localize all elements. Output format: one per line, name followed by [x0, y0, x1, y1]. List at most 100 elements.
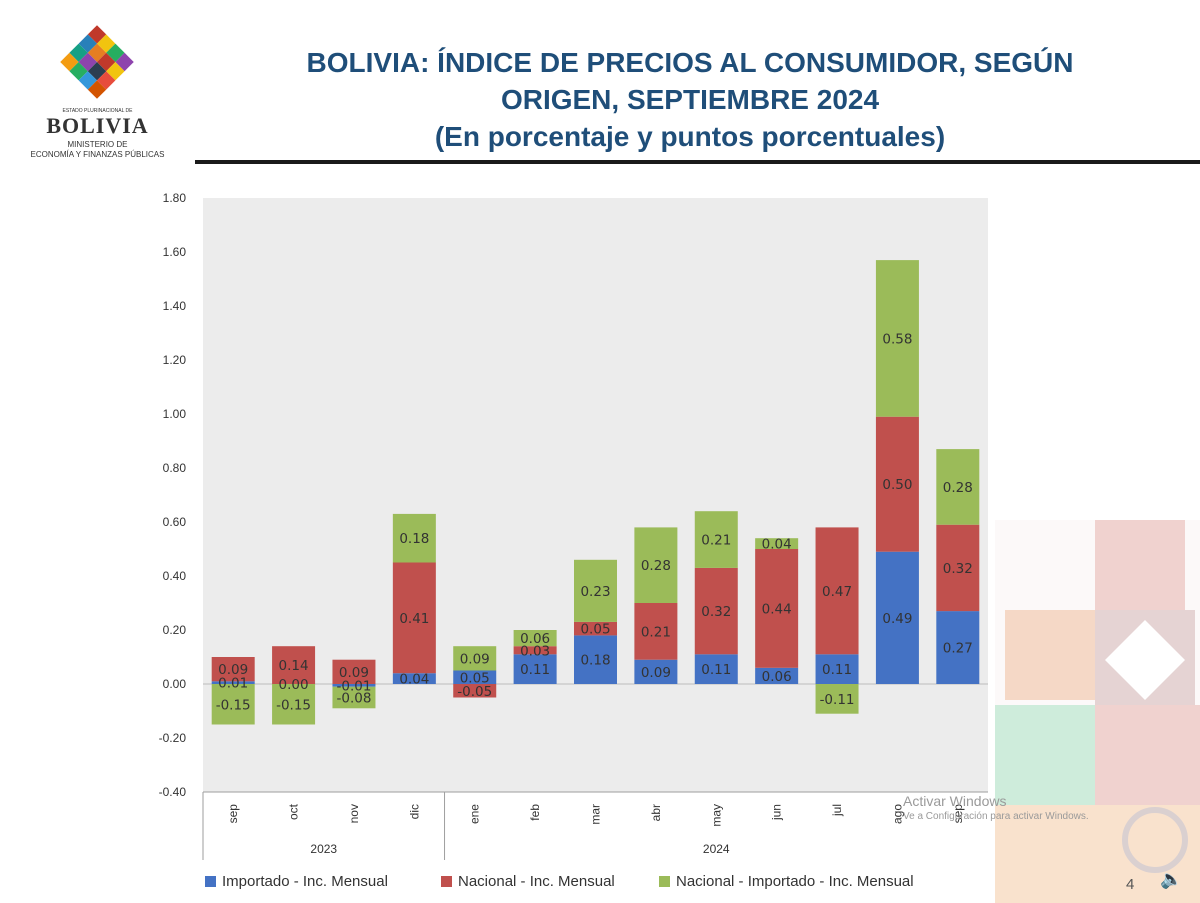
legend-label-importado: Importado - Inc. Mensual [222, 873, 388, 890]
x-tick-label: nov [347, 804, 361, 823]
data-label: 0.47 [822, 584, 852, 600]
bar-labels-group: 0.010.09-0.150.000.14-0.15-0.010.09-0.08… [216, 331, 973, 713]
data-label: 0.23 [580, 584, 610, 600]
plot-area-background [203, 198, 988, 792]
bar-segment [815, 527, 859, 655]
data-label: 0.58 [882, 331, 912, 347]
data-label: 0.03 [520, 643, 550, 659]
legend-item-nacional: Nacional - Inc. Mensual [441, 873, 615, 890]
data-label: 0.09 [460, 651, 490, 667]
speaker-icon[interactable]: 🔈 [1160, 869, 1183, 889]
title-line3: (En porcentaje y puntos porcentuales) [434, 121, 946, 152]
bar-segment [272, 684, 316, 725]
bar-segment [211, 681, 255, 684]
x-tick-label: jul [830, 804, 844, 817]
data-label: 0.21 [641, 624, 671, 640]
bar-segment [936, 524, 980, 612]
data-label: 0.27 [943, 641, 973, 657]
bar-segment [875, 260, 919, 417]
bar-segment [332, 686, 376, 709]
data-label: 0.32 [943, 561, 973, 577]
data-label: 0.28 [641, 558, 671, 574]
bar-segment [755, 538, 799, 549]
watermark-title: Activar Windows [903, 793, 1007, 809]
bar-segment [332, 659, 376, 684]
year-group-label: 2023 [310, 842, 337, 856]
x-tick-label: abr [649, 804, 663, 821]
bar-segment [694, 511, 738, 568]
data-label: 0.18 [399, 531, 429, 547]
bar-segment [392, 673, 436, 684]
x-tick-label: may [709, 804, 723, 827]
legend-swatch-green [659, 876, 670, 887]
data-label: 0.28 [943, 480, 973, 496]
data-label: 0.18 [580, 653, 610, 669]
data-label: 0.09 [218, 662, 248, 678]
data-label: 0.50 [882, 477, 912, 493]
textile-pattern-decoration [995, 520, 1200, 903]
logo-line1: ESTADO PLURINACIONAL DE [62, 108, 133, 114]
title-line2: ORIGEN, SEPTIEMBRE 2024 [500, 84, 880, 115]
data-label: 0.09 [641, 665, 671, 681]
bars-group [211, 260, 980, 725]
y-tick-label: 0.80 [163, 461, 187, 475]
bar-segment [574, 559, 617, 622]
bar-segment [392, 513, 436, 563]
legend-label-nacional: Nacional - Inc. Mensual [458, 873, 615, 890]
y-tick-label: -0.20 [159, 731, 187, 745]
x-axis: sep oct nov dic ene feb mar abr may jun jul ago sep 2… [202, 791, 988, 860]
bar-segment [875, 551, 919, 684]
ministry-logo: ESTADO PLURINACIONAL DE BOLIVIA MINISTER… [0, 20, 195, 165]
data-label: 0.01 [218, 676, 248, 692]
data-label: 0.06 [520, 631, 550, 647]
data-label: 0.04 [762, 537, 792, 553]
y-tick-label: 1.80 [163, 191, 187, 205]
chart-legend: Importado - Inc. Mensual Nacional - Inc.… [205, 873, 1025, 893]
bar-segment [332, 684, 376, 687]
y-tick-label: 0.60 [163, 515, 187, 529]
x-tick-label: ago [890, 804, 904, 824]
data-label: 0.09 [339, 665, 369, 681]
data-label: -0.01 [336, 678, 371, 694]
y-tick-label: 1.40 [163, 299, 187, 313]
windows-activation-watermark: Activar Windows Ve a Configuración para … [903, 793, 1089, 822]
bar-segment [392, 562, 436, 674]
x-tick-label: sep [226, 804, 240, 824]
y-tick-label: 0.00 [163, 677, 187, 691]
bar-segment [574, 635, 617, 684]
data-label: 0.21 [701, 533, 731, 549]
legend-item-nacional-importado: Nacional - Importado - Inc. Mensual [659, 873, 914, 890]
data-label: -0.11 [820, 692, 855, 708]
bar-segment [574, 621, 617, 636]
title-underline [195, 160, 1200, 164]
logo-line2: BOLIVIA [46, 113, 149, 138]
data-label: 0.05 [460, 670, 490, 686]
bar-segment [513, 646, 557, 655]
data-label: 0.44 [762, 601, 792, 617]
x-tick-label: jun [770, 804, 784, 821]
data-label: 0.04 [399, 672, 429, 688]
legend-swatch-blue [205, 876, 216, 887]
y-tick-label: 1.20 [163, 353, 187, 367]
data-label: 0.49 [882, 611, 912, 627]
bar-segment [634, 603, 678, 660]
bar-segment [634, 659, 678, 684]
bar-segment [453, 670, 497, 684]
legend-label-nacional-importado: Nacional - Importado - Inc. Mensual [676, 873, 914, 890]
bar-segment [211, 684, 255, 725]
bar-segment [815, 684, 859, 714]
x-tick-label: feb [528, 804, 542, 821]
bar-segment [513, 630, 557, 647]
bar-segment [513, 654, 557, 684]
x-tick-label: mar [589, 804, 603, 825]
data-label: 0.41 [399, 611, 429, 627]
bar-segment [755, 549, 799, 668]
bar-segment [936, 449, 980, 525]
legend-item-importado: Importado - Inc. Mensual [205, 873, 388, 890]
x-tick-label: sep [951, 804, 965, 824]
data-label: 0.11 [701, 662, 731, 678]
x-tick-label: dic [407, 804, 421, 819]
y-tick-label: 0.20 [163, 623, 187, 637]
legend-swatch-red [441, 876, 452, 887]
